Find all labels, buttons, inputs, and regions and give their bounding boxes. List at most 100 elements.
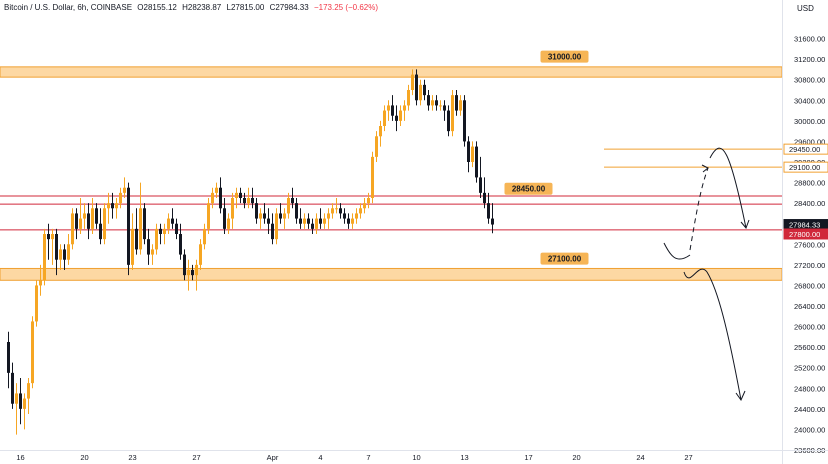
candle-body [79,218,82,229]
candle-body [303,218,306,224]
y-tick-label: 26400.00 [794,302,825,311]
candle [239,187,242,204]
candle [303,213,306,229]
candle [55,228,58,276]
candle-body [155,228,158,250]
candle-body [351,218,354,224]
y-tick-label: 29600.00 [794,137,825,146]
candle-body [379,126,382,137]
x-tick-label: 10 [412,453,420,462]
y-tick-label: 25600.00 [794,343,825,352]
change-value: −173.25 (−0.62%) [313,3,378,12]
candle-body [395,115,398,121]
arrow-head [735,390,746,402]
candle [411,69,414,96]
candle-body [423,84,426,96]
candle [311,218,314,234]
candle-body [123,187,126,193]
x-tick-label: 24 [636,453,644,462]
currency-label: USD [797,4,814,13]
projection-down-path [709,147,747,229]
candle [207,198,210,234]
lines-layer [0,148,782,231]
candle-body [331,208,334,214]
zone-label-text: 28450.00 [512,185,546,194]
y-tick-label: 30000.00 [794,117,825,126]
candle [435,95,438,111]
candle [427,90,430,111]
candle [355,208,358,224]
candle-body [31,321,34,384]
candle [423,79,426,101]
candle [27,378,30,414]
candle-body [267,218,270,224]
candle-body [199,244,202,265]
zone-label-box [540,50,589,63]
x-tick-label: 7 [366,453,370,462]
candle-body [47,234,50,240]
candle [391,95,394,121]
x-tick-label: 27 [684,453,692,462]
candle [347,213,350,229]
candle [171,208,174,229]
candle-body [215,187,218,193]
candle-body [231,198,234,219]
candle-body [171,218,174,224]
y-tick-label: 28800.00 [794,179,825,188]
candle-body [111,203,114,209]
candle [323,213,326,229]
candle [187,259,190,291]
x-tick-label: 17 [524,453,532,462]
candle [383,105,386,132]
candle [335,198,338,214]
candle [491,203,494,234]
candle [227,213,230,234]
price-marker-text: 27984.33 [789,221,820,230]
y-tick-label: 27600.00 [794,240,825,249]
candle [131,213,134,270]
candle [139,182,142,255]
candle [359,203,362,219]
candle [259,208,262,229]
candle [195,259,198,291]
candle [419,79,422,106]
close-value: C27984.33 [269,3,309,12]
candle-body [23,398,26,409]
candle [263,203,266,224]
candle [215,182,218,198]
candle [143,203,146,245]
candle-body [431,100,434,106]
candle [163,223,166,245]
x-tick-label: 4 [318,453,322,462]
candle-body [467,141,470,162]
candle [59,244,62,270]
candle-body [327,213,330,219]
candle [151,244,154,265]
zones-layer [0,66,783,281]
candle-body [87,213,90,229]
candle-body [7,342,10,373]
candle [47,223,50,260]
candle [467,136,470,173]
candle-body [143,208,146,240]
x-tick-label: 20 [572,453,580,462]
candle [79,198,82,234]
drawings-layer [663,147,750,402]
candle-body [203,228,206,245]
price-marker-text: 27800.00 [789,230,820,239]
candle-body [451,95,454,132]
candle [43,228,46,286]
candle [11,362,14,409]
candle-body [311,223,314,229]
candle [375,131,378,162]
candle [351,213,354,229]
candle [367,192,370,209]
candle [319,208,322,229]
candle-body [99,223,102,240]
ohlc-legend: Bitcoin / U.S. Dollar, 6h, COINBASE O281… [4,3,381,12]
candle-body [91,208,94,229]
candle-body [27,383,30,399]
candle-body [135,228,138,250]
